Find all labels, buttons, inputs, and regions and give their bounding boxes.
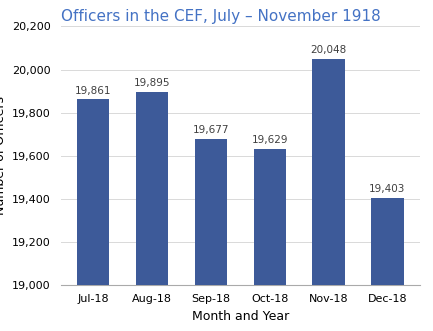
X-axis label: Month and Year: Month and Year <box>192 310 289 323</box>
Y-axis label: Number of Officers: Number of Officers <box>0 96 6 215</box>
Text: 19,629: 19,629 <box>252 135 288 145</box>
Text: 19,861: 19,861 <box>75 85 111 96</box>
Bar <box>254 149 286 331</box>
Bar <box>195 139 227 331</box>
Text: 19,677: 19,677 <box>193 125 229 135</box>
Text: 20,048: 20,048 <box>310 45 347 55</box>
Text: 19,403: 19,403 <box>369 184 406 194</box>
Bar <box>371 198 404 331</box>
Bar <box>313 59 345 331</box>
Bar <box>136 92 168 331</box>
Bar <box>77 99 110 331</box>
Text: Officers in the CEF, July – November 1918: Officers in the CEF, July – November 191… <box>61 9 380 24</box>
Text: 19,895: 19,895 <box>134 78 170 88</box>
